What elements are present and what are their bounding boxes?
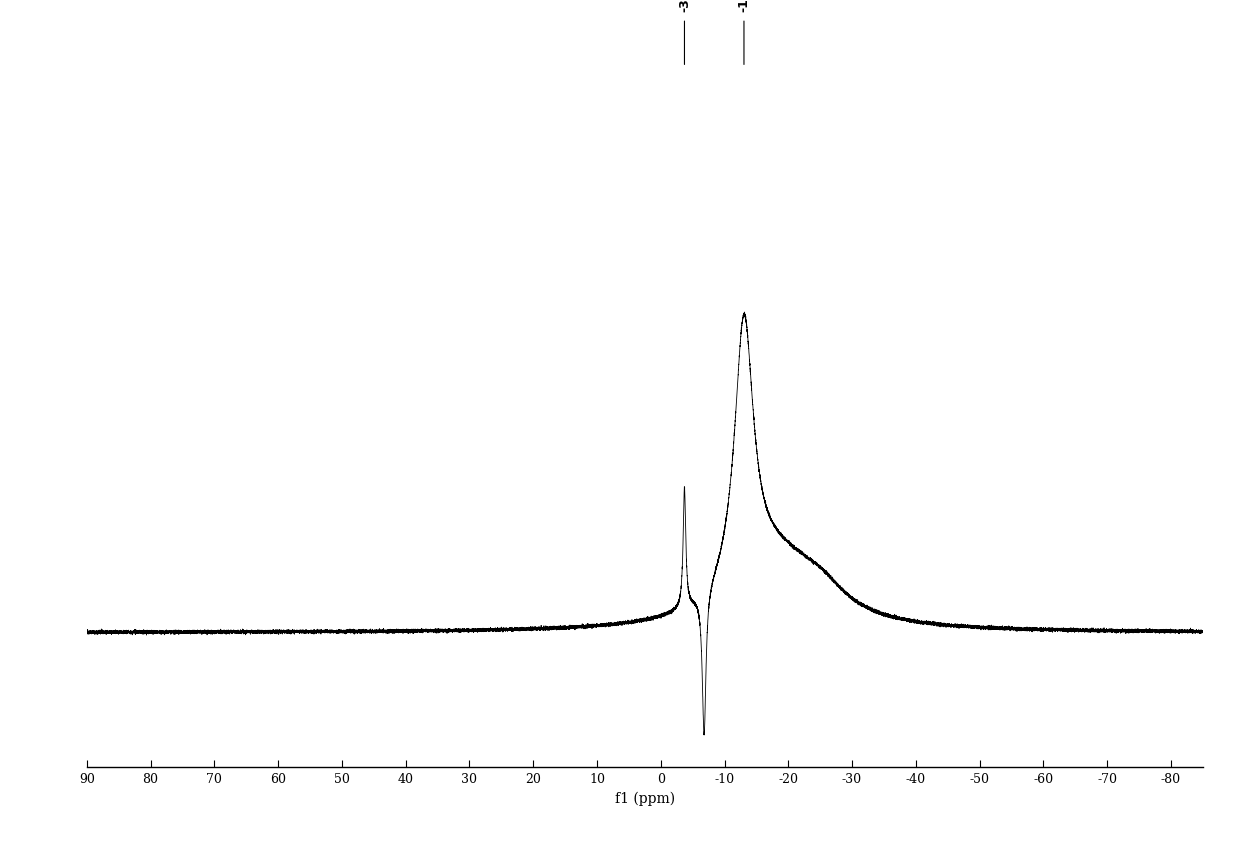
X-axis label: f1 (ppm): f1 (ppm) [615, 790, 675, 804]
Text: -3.72: -3.72 [678, 0, 691, 12]
Text: -13.05: -13.05 [738, 0, 750, 12]
